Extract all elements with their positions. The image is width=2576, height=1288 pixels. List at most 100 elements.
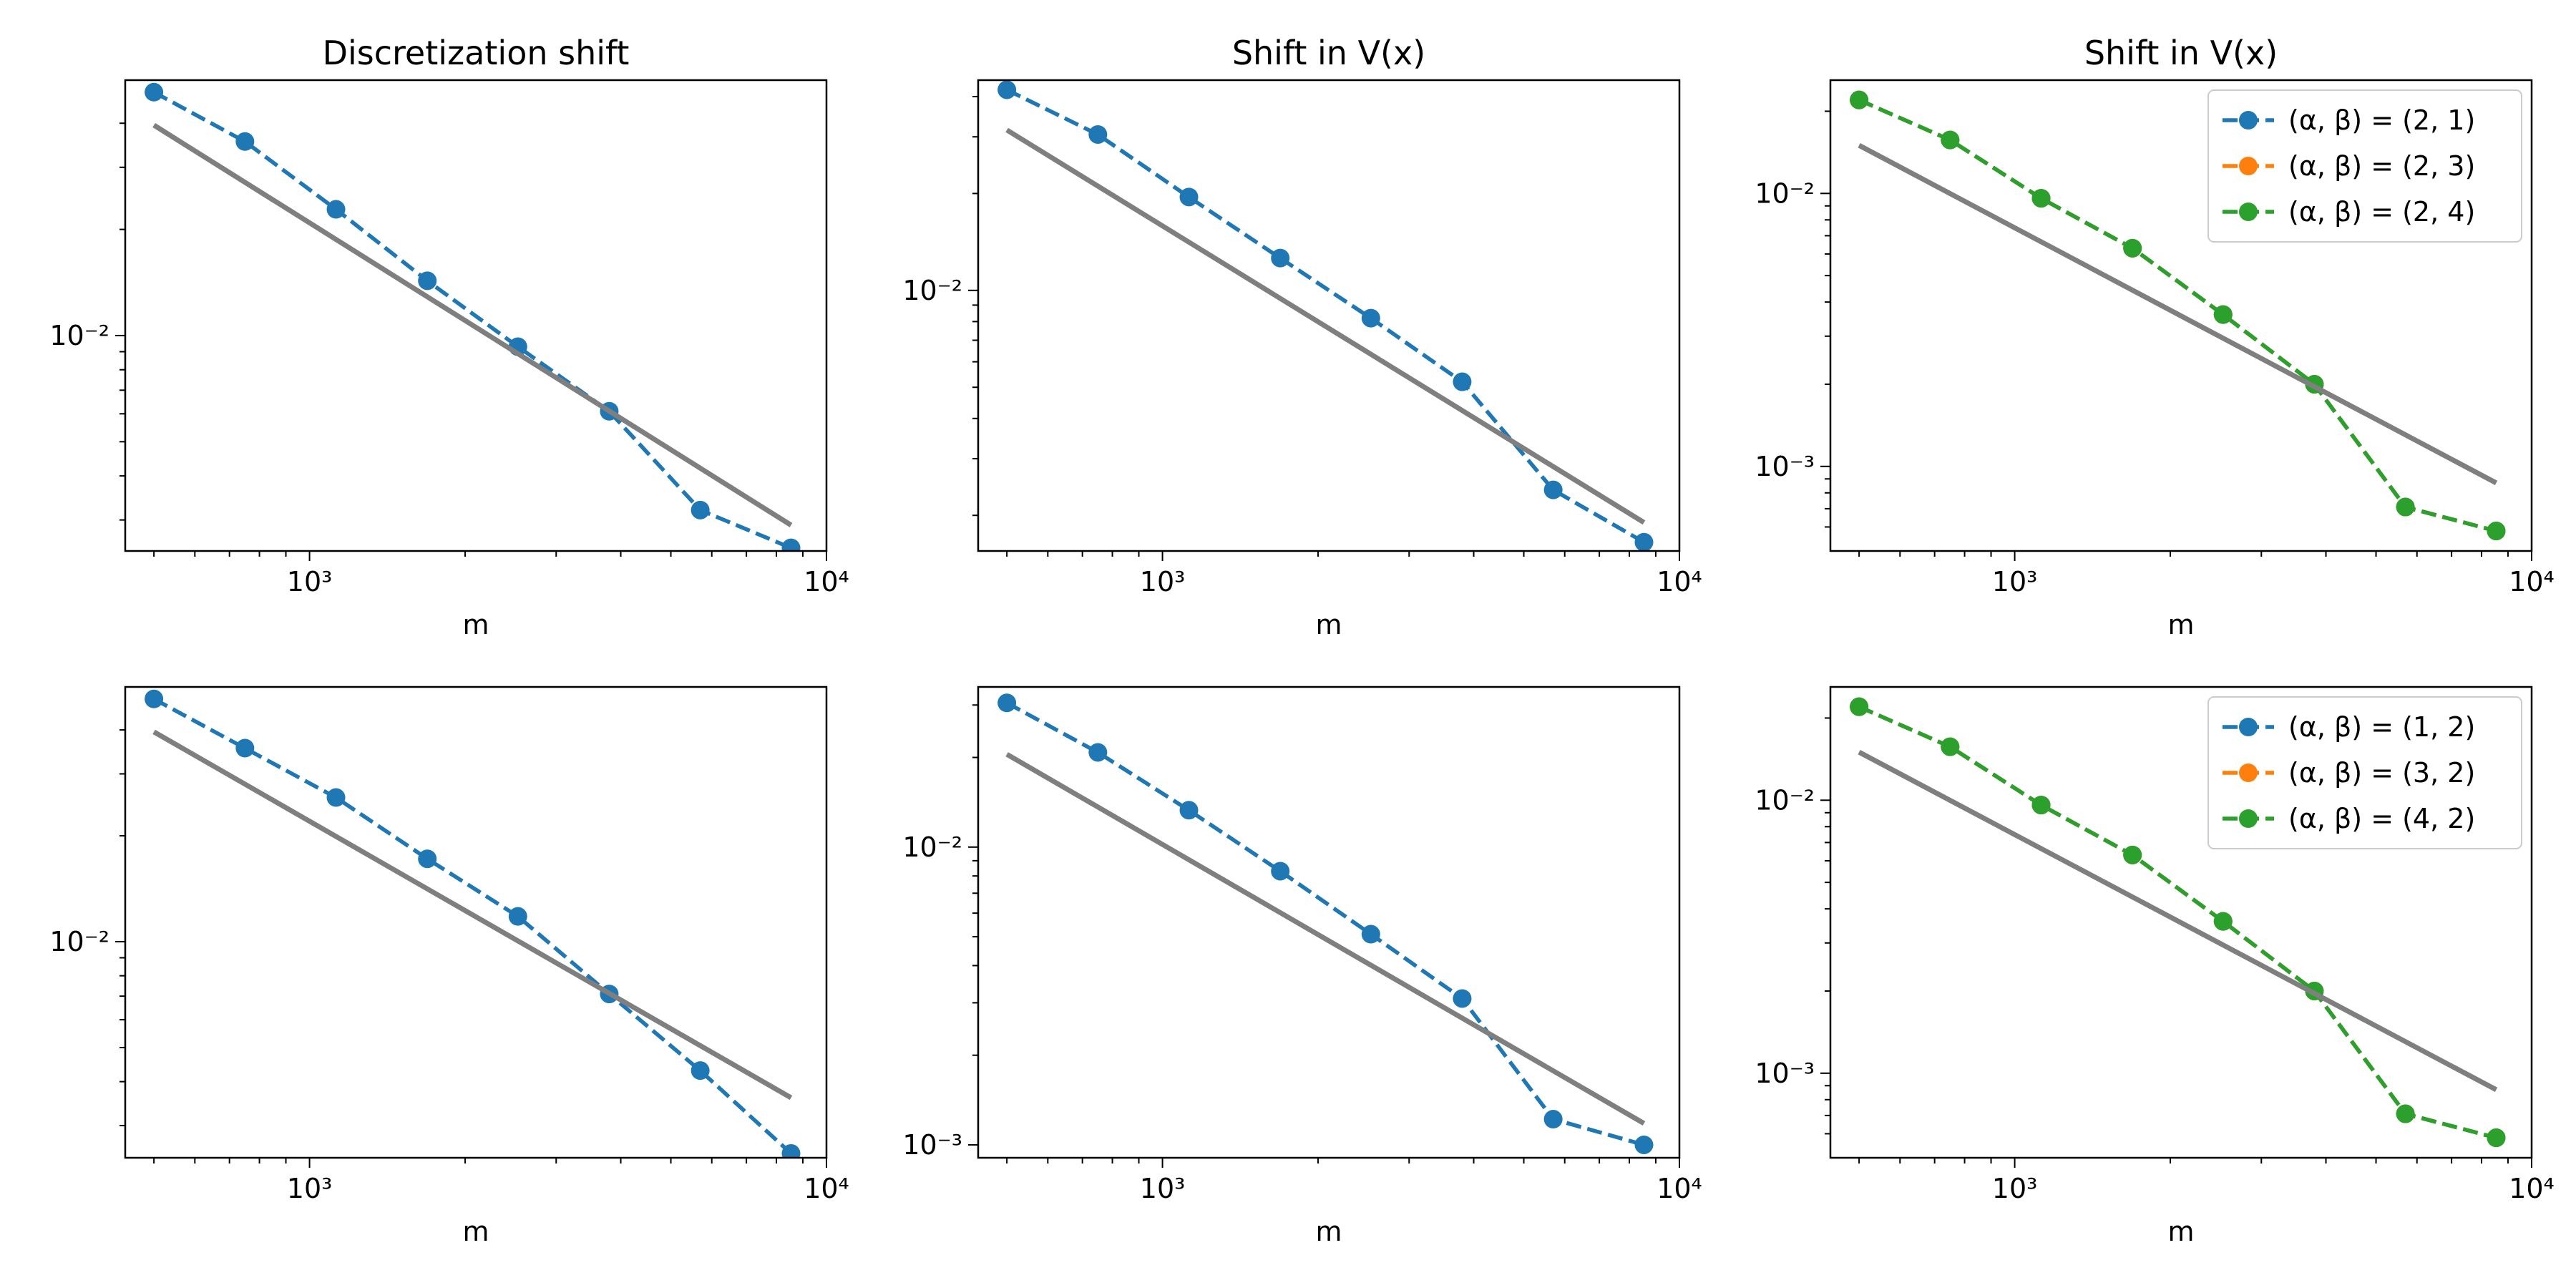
- reference-line: [152, 729, 793, 1101]
- data-point: [691, 500, 710, 519]
- legend-swatch-marker: [2239, 203, 2258, 221]
- data-point: [326, 200, 346, 219]
- data-point: [1088, 743, 1108, 762]
- x-tick-label: 10³: [287, 1173, 333, 1204]
- x-axis-label: m: [462, 609, 489, 640]
- data-point: [1361, 924, 1380, 944]
- x-tick-label: 10⁴: [804, 566, 849, 597]
- data-point: [2487, 522, 2506, 541]
- panel-title: Shift in V(x): [1232, 34, 1425, 72]
- axes-frame: [977, 79, 1681, 552]
- plot-area: [145, 689, 801, 1158]
- series-line: [152, 90, 792, 550]
- data-point: [2213, 912, 2233, 931]
- x-tick-label: 10³: [1140, 1173, 1186, 1204]
- legend-swatch-marker: [2239, 718, 2258, 736]
- plot-area: [1850, 697, 2506, 1148]
- data-point: [2031, 189, 2051, 208]
- axes-frame: [1829, 686, 2533, 1159]
- data-point: [1850, 697, 1869, 716]
- series-line: [152, 697, 793, 1155]
- data-point: [2031, 796, 2051, 815]
- data-point: [235, 132, 255, 151]
- data-point: [1271, 248, 1290, 268]
- reference-line: [1005, 127, 1646, 525]
- data-point: [1543, 1110, 1563, 1129]
- y-tick-label: 10⁻²: [49, 320, 109, 351]
- plot-area: [997, 80, 1654, 551]
- data-point: [1453, 372, 1472, 391]
- x-tick-label: 10³: [287, 566, 333, 597]
- series-line: [1005, 88, 1645, 545]
- series-line: [1005, 701, 1645, 1147]
- data-point: [1850, 90, 1869, 109]
- data-point: [2123, 845, 2142, 864]
- data-point: [781, 538, 801, 551]
- data-point: [2396, 1104, 2415, 1123]
- y-tick-label: 10⁻²: [902, 275, 962, 306]
- data-point: [997, 80, 1017, 99]
- data-point: [2487, 1128, 2506, 1148]
- data-point: [1361, 308, 1380, 328]
- x-tick-label: 10⁴: [2509, 1173, 2555, 1204]
- legend-label: (α, β) = (2, 1): [2288, 104, 2475, 136]
- reference-line: [1858, 143, 2498, 485]
- data-point: [508, 907, 527, 926]
- legend: (α, β) = (1, 2) (α, β) = (3, 2) (α, β) = (…: [2207, 696, 2522, 849]
- panel-5: 10³ 10⁴ m 10⁻³ 10⁻²: [902, 686, 1702, 1247]
- data-point: [2123, 238, 2142, 258]
- panel-4: 10³ 10⁴ m 10⁻²: [49, 686, 849, 1247]
- data-point: [691, 1061, 710, 1080]
- data-point: [1941, 737, 1960, 756]
- panel-title: Discretization shift: [323, 34, 630, 72]
- data-point: [326, 788, 346, 807]
- data-point: [1271, 862, 1290, 881]
- x-axis-label: m: [462, 1216, 489, 1247]
- legend: (α, β) = (2, 1) (α, β) = (2, 3) (α, β) = (…: [2207, 89, 2522, 243]
- legend-frame: [2207, 89, 2522, 243]
- reference-line: [152, 122, 793, 527]
- legend-swatch-marker: [2239, 763, 2258, 782]
- data-point: [1453, 989, 1472, 1008]
- y-tick-label: 10⁻²: [1755, 784, 1815, 816]
- data-point: [1634, 1135, 1654, 1154]
- legend-frame: [2207, 696, 2522, 849]
- x-tick-label: 10⁴: [804, 1173, 849, 1204]
- data-point: [1179, 187, 1199, 207]
- plot-area: [145, 82, 801, 551]
- axes-frame: [1829, 79, 2533, 552]
- x-axis-label: m: [2167, 609, 2194, 640]
- x-tick-label: 10⁴: [2509, 566, 2555, 597]
- data-point: [145, 689, 164, 708]
- legend-label: (α, β) = (1, 2): [2288, 711, 2475, 743]
- legend-label: (α, β) = (2, 4): [2288, 196, 2475, 228]
- x-tick-label: 10⁴: [1657, 566, 1702, 597]
- panel-2: Shift in V(x) 10³ 10⁴ m 10⁻²: [902, 34, 1702, 640]
- y-tick-label: 10⁻³: [1755, 451, 1815, 482]
- axes-frame: [124, 686, 828, 1159]
- data-point: [418, 849, 437, 869]
- legend-label: (α, β) = (4, 2): [2288, 803, 2475, 834]
- y-tick-label: 10⁻²: [49, 926, 109, 957]
- data-point: [1088, 125, 1108, 144]
- data-point: [781, 1143, 801, 1158]
- plot-area: [997, 693, 1654, 1154]
- data-point: [418, 271, 437, 291]
- x-tick-label: 10⁴: [1657, 1173, 1702, 1204]
- data-point: [145, 82, 164, 102]
- legend-swatch-marker: [2239, 111, 2258, 130]
- x-axis-label: m: [1315, 1216, 1342, 1247]
- y-tick-label: 10⁻³: [902, 1129, 962, 1161]
- series-line: [1858, 98, 2497, 533]
- data-point: [1634, 532, 1654, 551]
- panel-1: Discretization shift 10³ 10⁴ m 10⁻²: [49, 34, 849, 640]
- reference-line: [1005, 752, 1646, 1126]
- y-tick-label: 10⁻³: [1755, 1058, 1815, 1089]
- axes-frame: [977, 686, 1681, 1159]
- panel-3: Shift in V(x) 10³ 10⁴ m 10⁻³ 10⁻² (α, β) = (2,…: [1755, 34, 2554, 640]
- plot-area: [1850, 90, 2506, 541]
- axes-frame: [124, 79, 828, 552]
- data-point: [2396, 497, 2415, 517]
